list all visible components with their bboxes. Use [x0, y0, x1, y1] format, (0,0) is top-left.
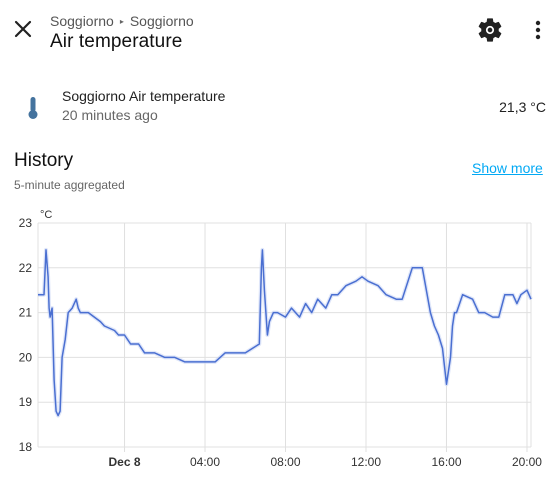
close-button[interactable]	[8, 14, 38, 44]
show-more-link[interactable]: Show more	[472, 160, 543, 176]
y-tick-label: 21	[19, 306, 33, 320]
y-tick-label: 19	[19, 395, 33, 409]
y-tick-label: 23	[19, 216, 33, 230]
close-icon	[14, 20, 32, 38]
breadcrumb-area: Soggiorno	[50, 13, 114, 29]
breadcrumb: Soggiorno ▸ Soggiorno	[50, 13, 194, 29]
history-chart: 18 19 20 21 22 23 Dec 8 04:00 08:00 12:00 16:00 20:…	[19, 209, 543, 469]
more-options-button[interactable]	[524, 16, 552, 44]
x-tick-label: 08:00	[270, 455, 300, 469]
entity-state: 21,3 °C	[499, 99, 546, 115]
x-tick-label: 12:00	[351, 455, 381, 469]
series-line	[38, 249, 532, 417]
x-tick-label: 20:00	[512, 455, 542, 469]
series-range-band	[38, 247, 533, 418]
history-heading: History	[14, 150, 74, 171]
x-tick-label: 16:00	[431, 455, 461, 469]
y-tick-label: 18	[19, 440, 33, 454]
gear-icon	[478, 18, 502, 42]
x-tick-label: Dec 8	[109, 455, 141, 469]
thermometer-icon	[28, 97, 38, 119]
history-subtitle: 5-minute aggregated	[14, 178, 125, 192]
entity-row[interactable]: Soggiorno Air temperature 20 minutes ago…	[0, 80, 556, 138]
y-tick-label: 22	[19, 261, 33, 275]
settings-button[interactable]	[476, 16, 504, 44]
more-vertical-icon	[535, 20, 541, 40]
y-tick-label: 20	[19, 350, 33, 364]
entity-name: Soggiorno Air temperature	[62, 88, 226, 104]
breadcrumb-separator-icon: ▸	[119, 16, 124, 26]
dialog-title: Air temperature	[50, 31, 183, 52]
y-axis-unit-label: °C	[40, 209, 52, 221]
entity-last-changed: 20 minutes ago	[62, 107, 158, 123]
x-tick-label: 04:00	[190, 455, 220, 469]
breadcrumb-device: Soggiorno	[129, 13, 194, 29]
